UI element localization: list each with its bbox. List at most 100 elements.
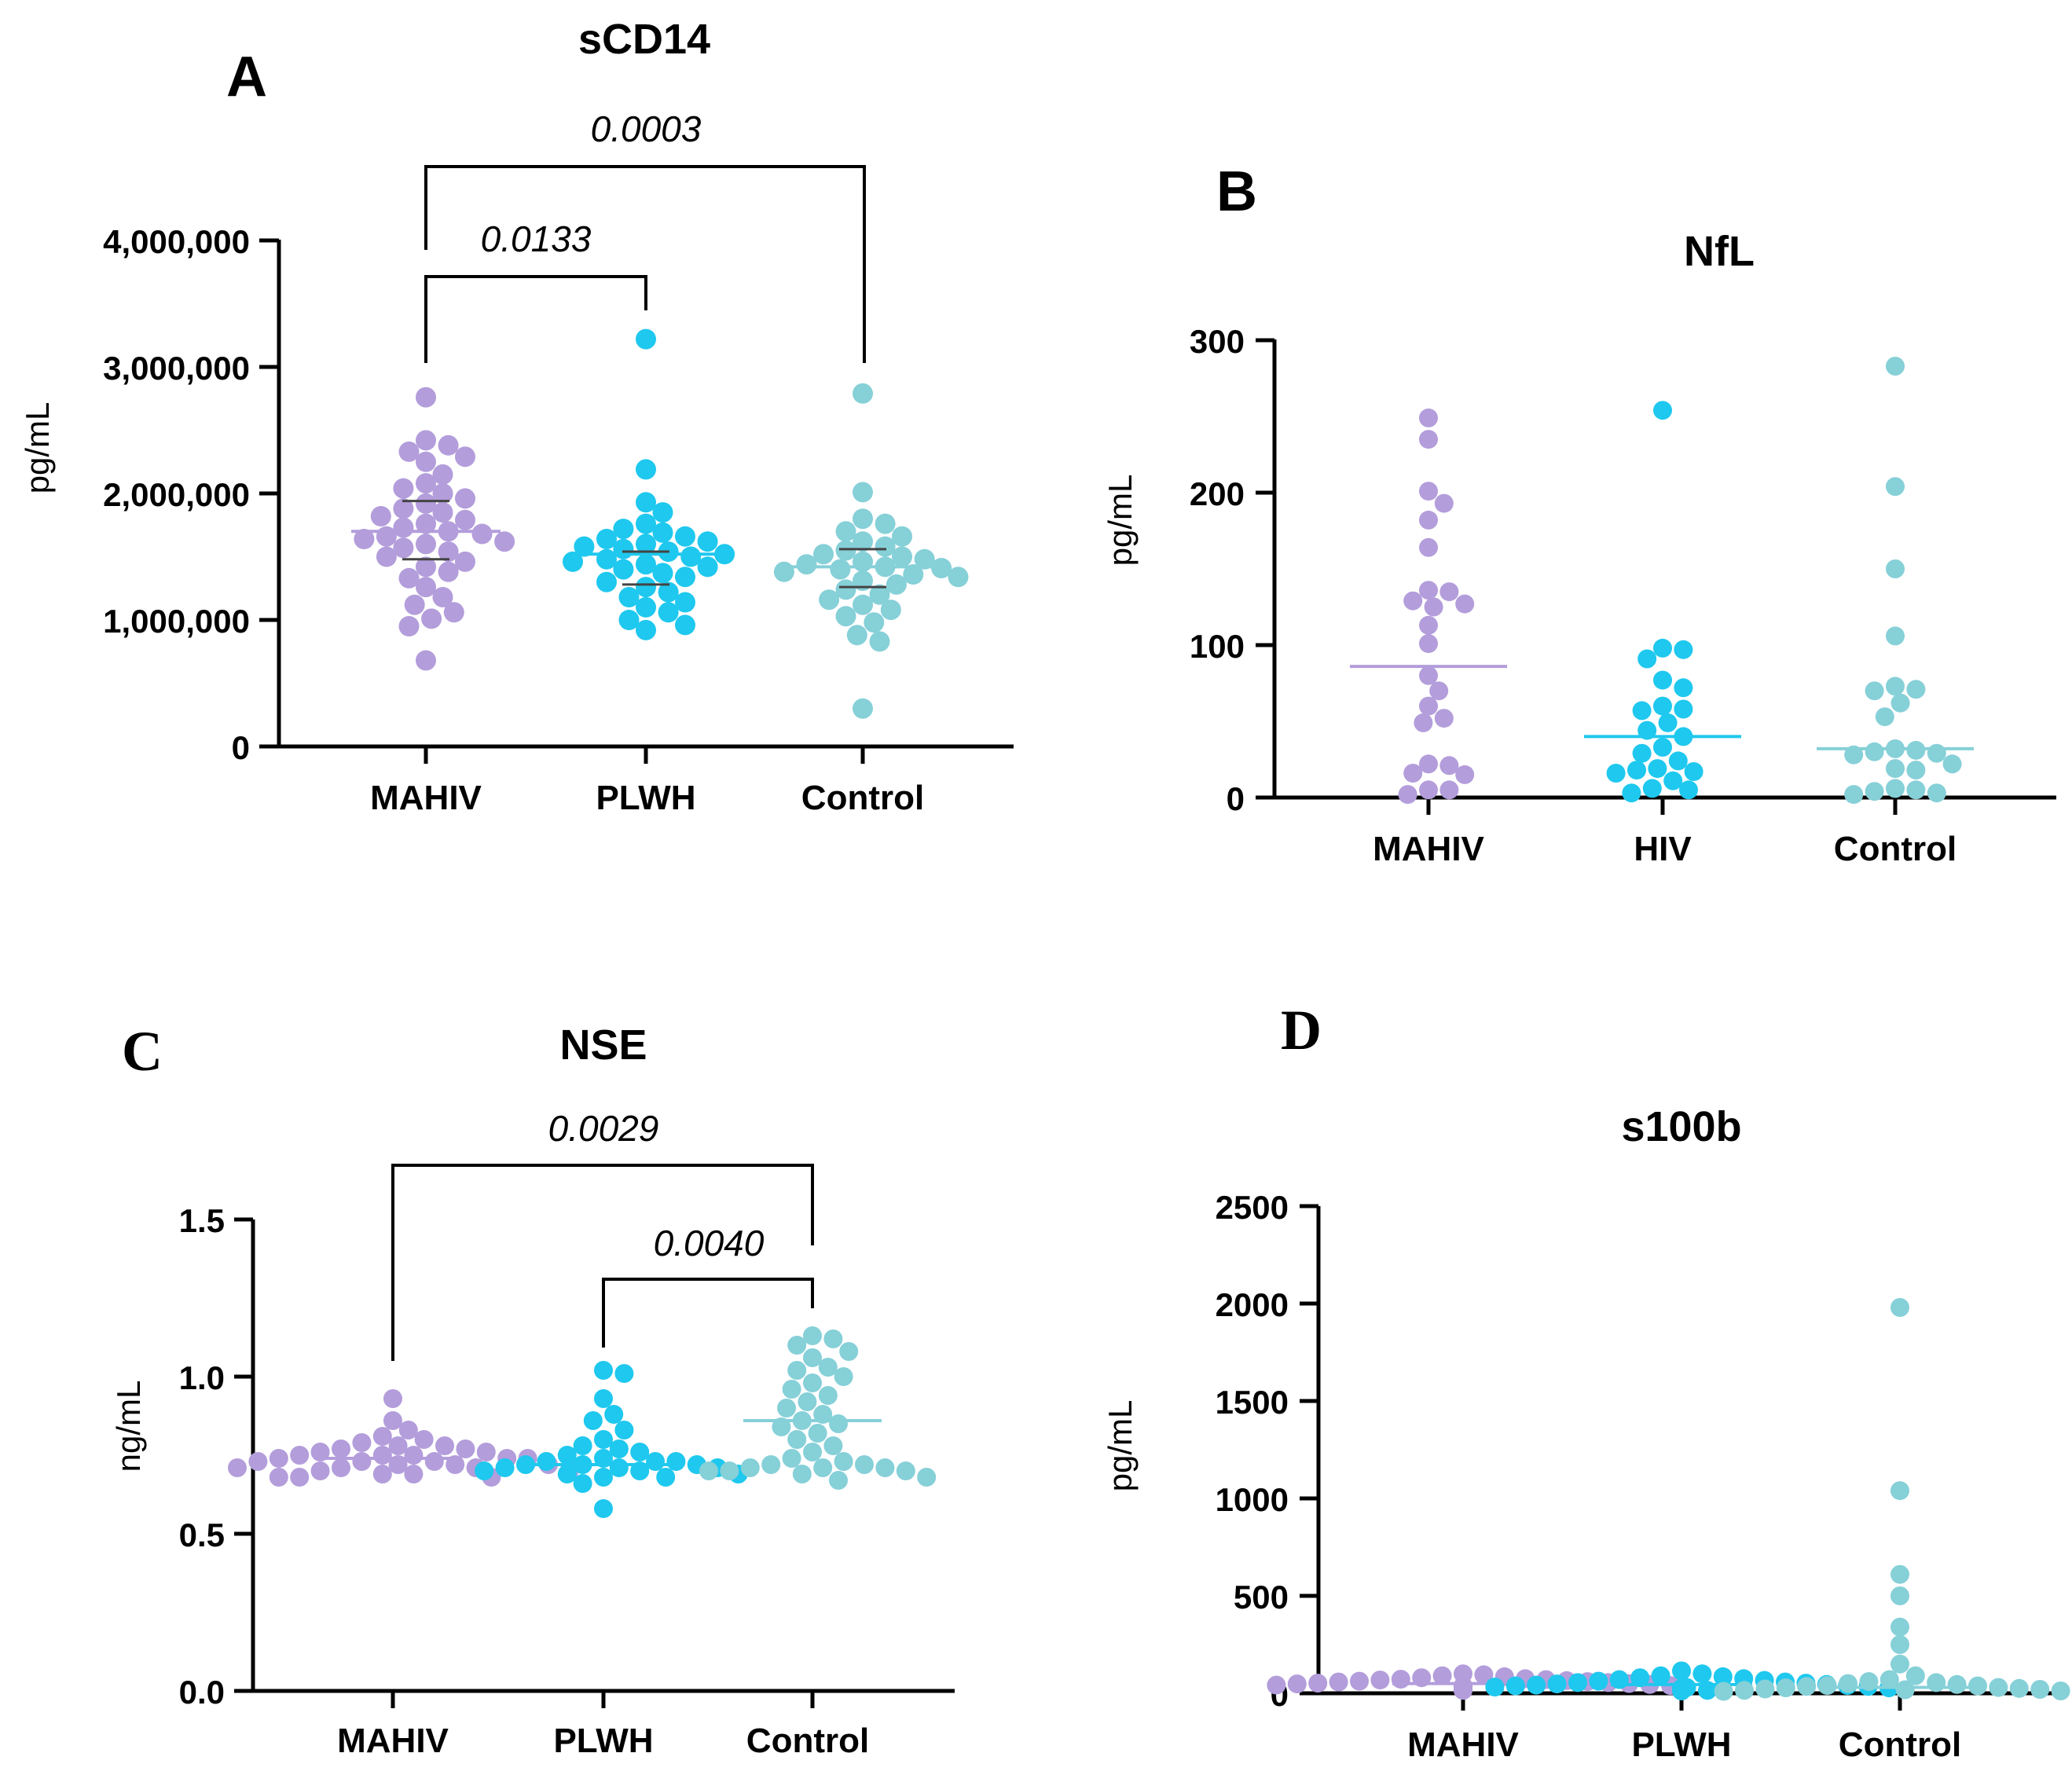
panel-letter: C [122, 1020, 163, 1083]
x-tick-label: Control [1839, 1725, 1961, 1764]
data-point [1653, 401, 1672, 420]
data-point [1890, 1564, 1909, 1584]
y-tick-label: 2500 [1216, 1189, 1289, 1226]
data-point [853, 531, 873, 552]
data-point [2030, 1680, 2050, 1699]
data-point [853, 698, 873, 719]
data-point [354, 529, 375, 549]
data-point [1886, 626, 1905, 646]
data-point [537, 1452, 556, 1471]
data-point [352, 1433, 372, 1452]
data-point [777, 1399, 796, 1417]
data-point [892, 526, 912, 547]
data-point [1419, 430, 1438, 449]
data-point [475, 1461, 494, 1480]
data-point [1890, 693, 1910, 713]
data-point [1776, 1678, 1795, 1698]
data-point [398, 616, 420, 636]
data-point [494, 531, 515, 552]
data-point [376, 526, 397, 547]
data-point [835, 606, 856, 627]
data-point [855, 1455, 874, 1474]
data-point [1927, 743, 1946, 763]
data-point [1370, 1670, 1390, 1690]
bracket-plwh-control [602, 1278, 814, 1348]
data-point [875, 1458, 895, 1477]
data-point [1942, 754, 1962, 774]
data-point [416, 493, 436, 514]
data-point [438, 435, 459, 456]
data-point [310, 1461, 330, 1480]
data-points [351, 328, 969, 719]
data-point [1658, 713, 1678, 732]
data-point [1403, 764, 1423, 783]
data-point [1668, 751, 1688, 771]
x-tick-label: Control [1834, 830, 1956, 868]
data-point [1589, 1671, 1608, 1691]
y-ticks: 0.0 0.5 1.0 1.5 [179, 1202, 253, 1711]
data-point [782, 1380, 801, 1399]
data-point [853, 594, 873, 615]
data-point [1568, 1673, 1587, 1692]
data-point [1648, 759, 1667, 779]
panel-d: D s100b pg/mL 0 500 1000 1500 2000 2500 … [1102, 999, 2070, 1764]
chart-title: sCD14 [578, 16, 710, 63]
data-point [697, 556, 718, 578]
data-point [614, 1364, 634, 1383]
data-point [416, 513, 436, 534]
data-point [438, 541, 459, 563]
data-point [796, 554, 817, 575]
data-point [1890, 1654, 1909, 1674]
data-point [1527, 1675, 1546, 1695]
data-point [432, 587, 453, 607]
data-point [1844, 785, 1864, 805]
data-point [383, 1411, 402, 1430]
y-ticks: 0 500 1000 1500 2000 2500 [1216, 1189, 1318, 1713]
data-point [332, 1439, 350, 1458]
panel-letter: B [1216, 160, 1257, 223]
panel-c: C NSE ng/mL 0.0 0.5 1.0 1.5 MAHIV PLWH C… [110, 1020, 955, 1760]
data-point [1890, 1298, 1909, 1317]
y-tick-label: 2000 [1216, 1286, 1289, 1323]
data-point [1632, 743, 1652, 763]
data-point [376, 546, 397, 567]
data-point [432, 502, 453, 523]
data-point [853, 570, 873, 592]
data-point [495, 1458, 515, 1477]
data-point [869, 631, 890, 652]
data-point [455, 488, 475, 509]
data-point [803, 1326, 822, 1345]
data-point [594, 1499, 613, 1518]
data-point [853, 508, 873, 530]
x-ticks: MAHIV PLWH Control [370, 746, 924, 817]
data-point [823, 1329, 843, 1348]
data-point [787, 1430, 807, 1449]
p-value-label: 0.0003 [591, 108, 702, 149]
data-point [1429, 681, 1449, 701]
data-point [1886, 759, 1905, 779]
data-point [1485, 1678, 1505, 1697]
data-point [656, 1468, 676, 1487]
data-point [1419, 408, 1438, 427]
data-point [636, 554, 656, 575]
data-points [228, 1326, 937, 1518]
data-point [438, 561, 459, 582]
data-point [1419, 537, 1438, 557]
data-point [699, 1461, 718, 1480]
data-point [1398, 785, 1417, 805]
data-point [652, 563, 673, 584]
data-point [1653, 738, 1672, 757]
data-point [432, 464, 453, 485]
data-point [1419, 696, 1438, 716]
data-point [1879, 1670, 1899, 1689]
data-point [1839, 1674, 1857, 1693]
data-point [834, 1367, 853, 1386]
p-value-label: 0.0029 [548, 1108, 659, 1149]
data-point [393, 498, 414, 519]
data-point [594, 1389, 613, 1408]
data-point [1674, 640, 1693, 659]
data-point [675, 592, 695, 613]
x-tick-label: Control [801, 779, 924, 817]
data-point [455, 551, 475, 572]
